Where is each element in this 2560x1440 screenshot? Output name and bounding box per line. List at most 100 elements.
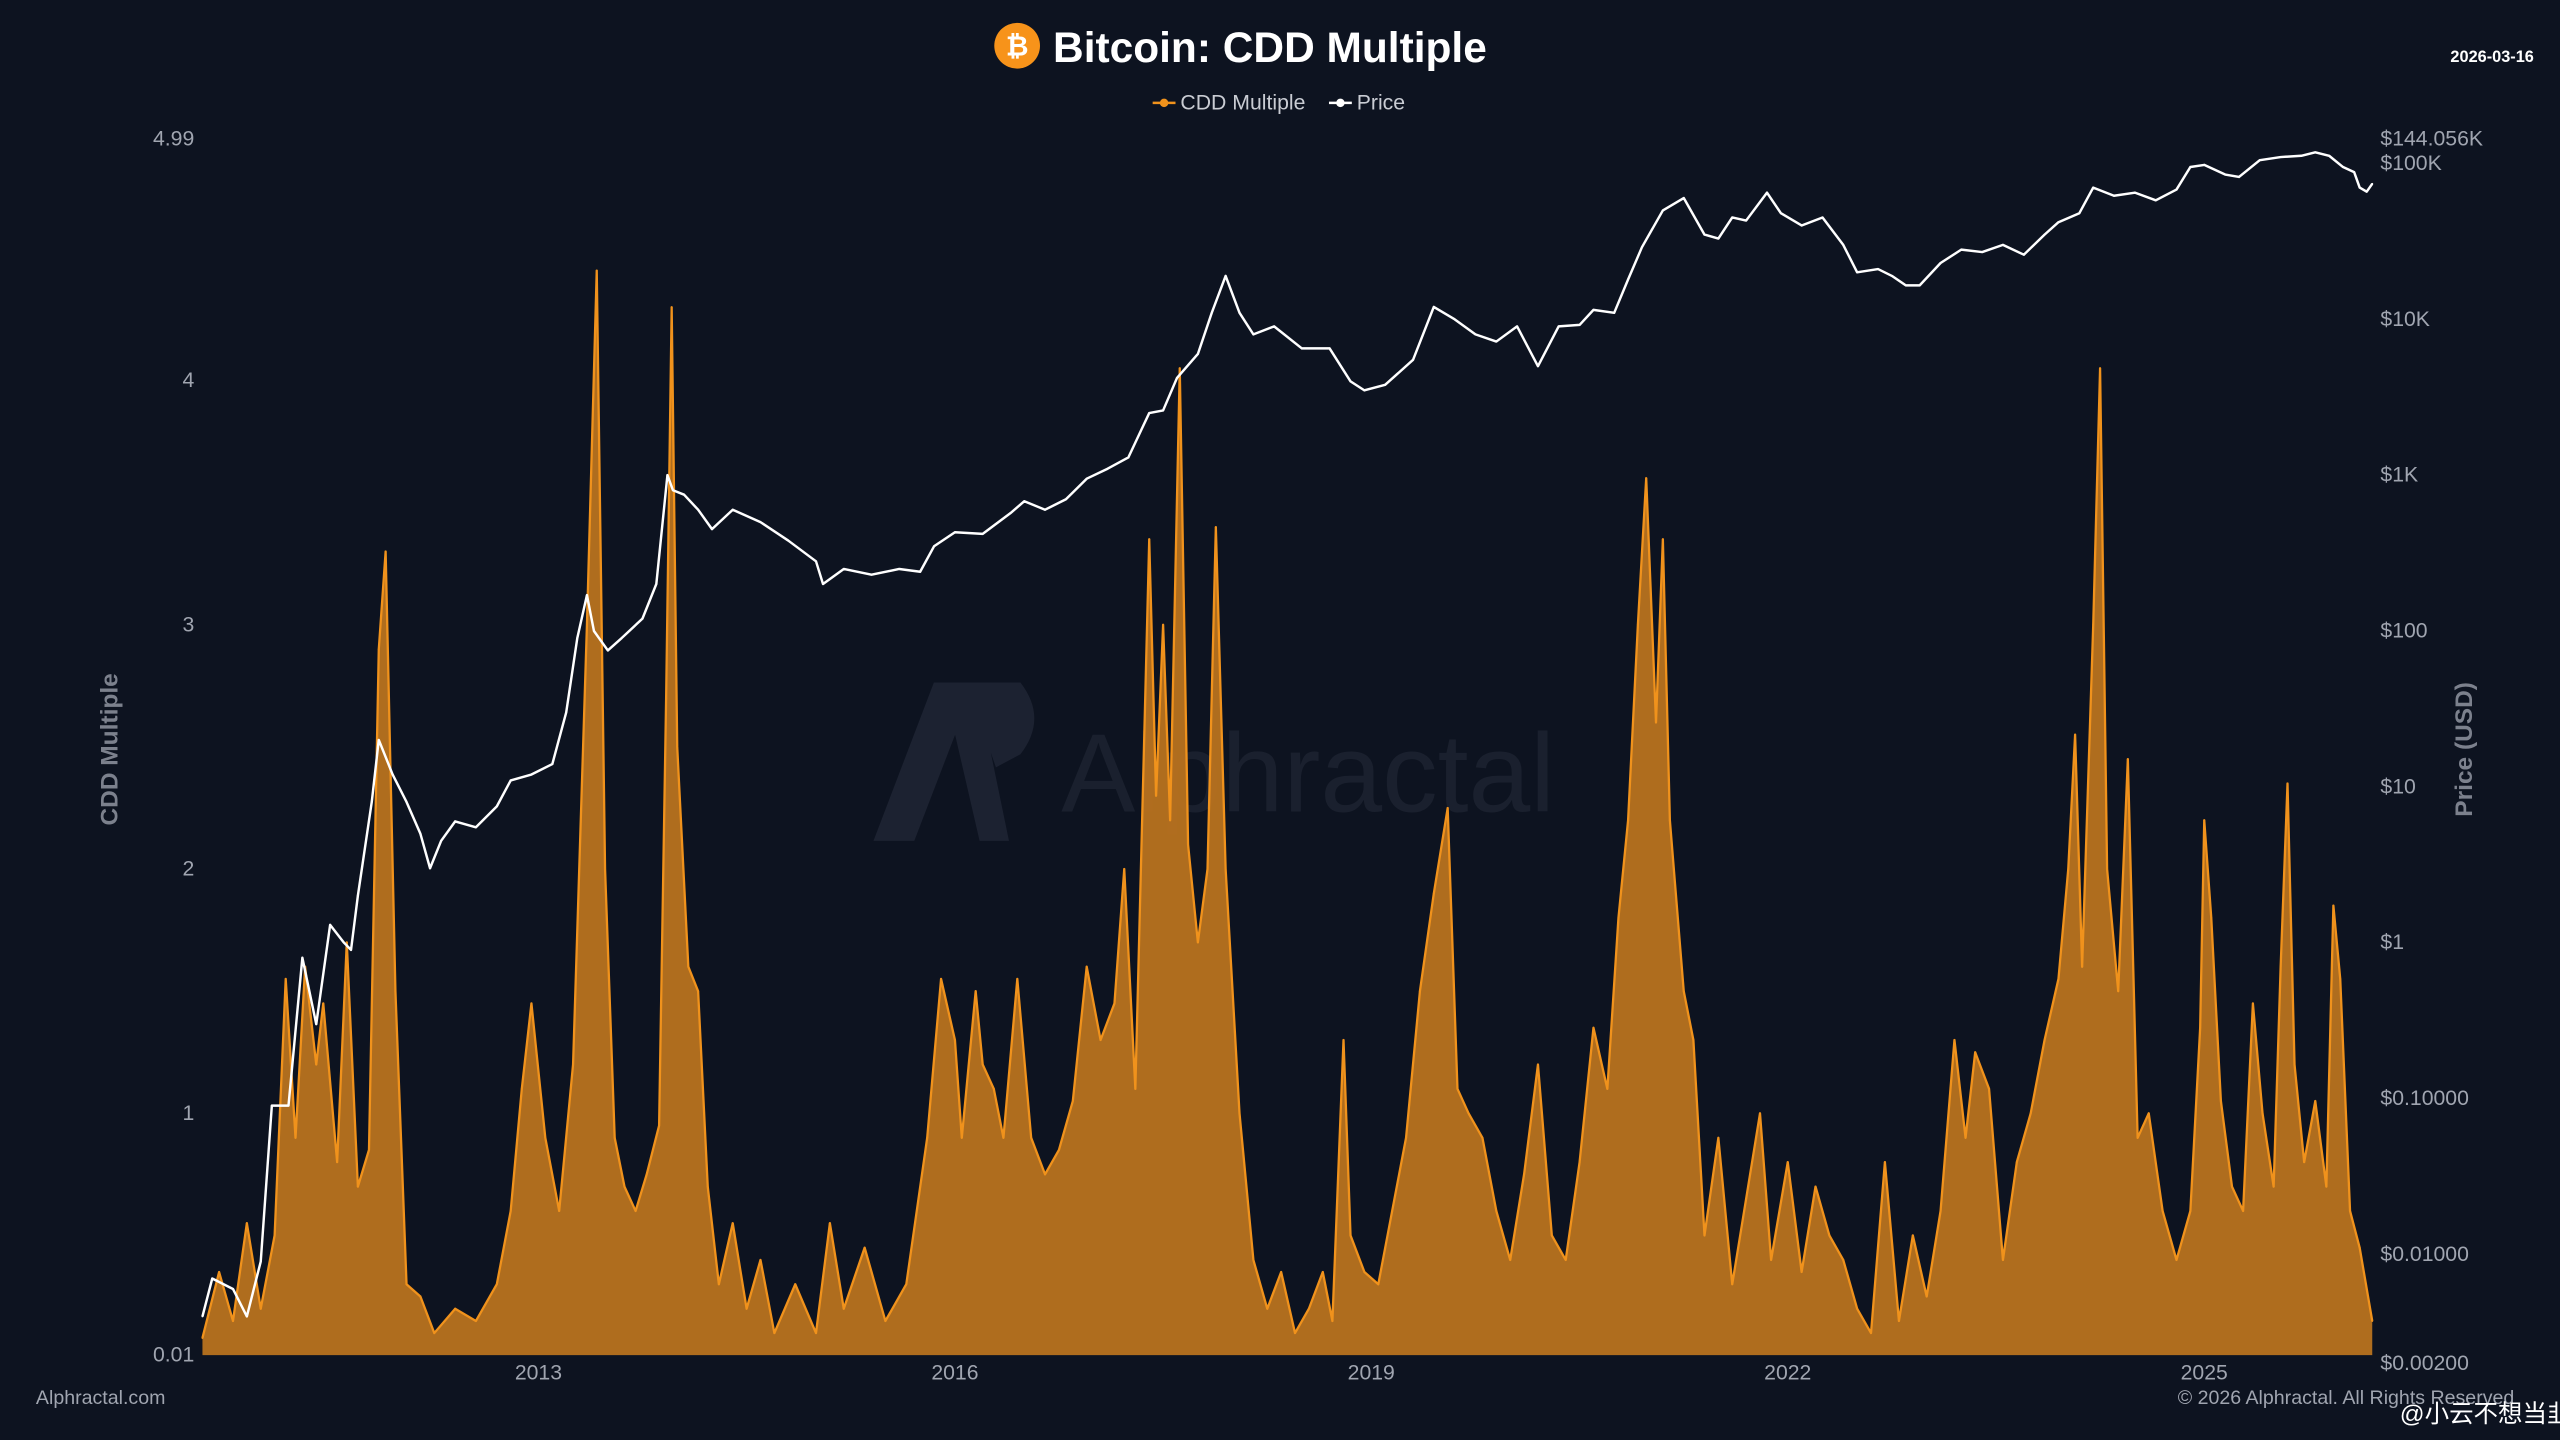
price-point-125 [2358,186,2361,189]
cdd-point-125 [1745,1197,1748,1200]
cdd-point-63 [1002,1136,1005,1139]
cdd-point-149 [2067,868,2070,871]
cdd-point-115 [1636,623,1639,626]
legend-item-price[interactable]: Price [1328,91,1405,114]
price-point-70 [1363,389,1366,392]
price-point-112 [2154,199,2157,202]
cdd-point-147 [2043,1039,2046,1041]
cdd-point-103 [1481,1136,1484,1139]
price-line [201,151,2374,1318]
cdd-point-1 [218,1271,221,1273]
cdd-point-15 [377,648,380,651]
y-left-axis-title: CDD Multiple [97,673,124,825]
price-point-15 [391,773,394,776]
legend-cdd-label: CDD Multiple [1180,91,1305,114]
legend-price-label: Price [1357,91,1405,114]
cdd-point-123 [1717,1136,1720,1139]
cdd-point-71 [1113,1002,1116,1005]
cdd-point-118 [1661,538,1664,541]
cdd-point-78 [1178,367,1181,370]
price-point-83 [1627,278,1630,281]
price-point-94 [1821,216,1824,219]
cdd-point-44 [717,1283,720,1286]
y-right-tick-label: $10 [2380,775,2415,798]
cdd-point-173 [2293,1063,2296,1066]
price-point-24 [530,773,533,776]
price-point-4 [259,1260,262,1263]
price-point-113 [2175,188,2178,191]
bitcoin-icon [994,22,1040,69]
cdd-point-138 [1925,1295,1928,1298]
cdd-point-116 [1645,477,1648,480]
cdd-point-76 [1162,623,1165,626]
price-point-26 [565,711,568,714]
legend[interactable]: CDD Multiple Price [1152,91,1405,114]
cdd-point-60 [974,990,977,993]
cdd-point-58 [953,1039,956,1041]
cdd-point-34 [623,1185,626,1188]
price-point-41 [787,539,790,542]
cdd-point-13 [356,1185,359,1188]
y-right-tick-label: $1 [2380,931,2404,954]
y-right-tick-label: $0.00200 [2380,1352,2469,1375]
cdd-point-160 [2175,1258,2178,1261]
cdd-point-145 [2015,1161,2018,1164]
price-point-56 [1106,467,1109,470]
price-point-118 [2258,159,2261,162]
cdd-point-152 [2092,623,2095,626]
chart-date: 2026-03-16 [2450,48,2533,66]
price-point-67 [1300,347,1303,350]
price-point-65 [1252,333,1255,336]
cdd-point-153 [2099,367,2102,370]
cdd-point-14 [368,1148,370,1151]
cdd-point-3 [245,1222,248,1225]
price-point-110 [2112,194,2115,197]
chart-header: ₿ Bitcoin: CDD Multiple 2026-03-16 [994,22,2534,71]
cdd-point-150 [2074,733,2077,736]
cdd-point-134 [1870,1332,1872,1335]
cdd-point-19 [419,1295,422,1298]
price-point-75 [1474,333,1477,336]
cdd-point-97 [1405,1136,1408,1139]
cdd-point-170 [2272,1185,2275,1188]
price-point-76 [1495,340,1498,343]
price-point-17 [419,832,422,835]
price-point-1 [211,1277,214,1280]
y-right-tick-label: $0.10000 [2380,1087,2469,1110]
x-tick-label: 2013 [515,1362,562,1385]
cdd-point-22 [474,1320,477,1322]
price-point-57 [1127,456,1130,459]
price-point-22 [495,805,498,808]
price-point-126 [2365,190,2368,193]
footer-site-link[interactable]: Alphractal.com [36,1387,165,1409]
price-point-89 [1731,216,1734,219]
price-point-36 [683,493,686,496]
cdd-point-17 [394,990,397,993]
cdd-point-144 [2001,1258,2004,1261]
price-point-66 [1273,325,1276,328]
price-point-16 [405,800,408,803]
cdd-point-70 [1099,1039,1102,1041]
price-point-79 [1557,325,1560,328]
y-left-tick-label: 2 [182,858,194,881]
cdd-point-133 [1856,1307,1859,1310]
price-point-42 [815,560,817,563]
cdd-point-106 [1523,1173,1526,1176]
price-point-29 [592,630,595,632]
cdd-point-31 [595,269,598,272]
y-right-axis-title: Price (USD) [2451,682,2478,817]
legend-item-cdd[interactable]: CDD Multiple [1152,91,1306,114]
cdd-point-155 [2117,990,2120,993]
cdd-point-26 [530,1002,533,1005]
price-point-38 [711,528,713,531]
cdd-point-40 [676,745,679,748]
cdd-point-12 [345,941,348,944]
cdd-point-62 [992,1087,995,1090]
cdd-point-52 [842,1307,845,1310]
cdd-point-10 [322,1002,325,1005]
footer-copyright: © 2026 Alphractal. All Rights Reserved [2178,1387,2515,1409]
bitcoin-symbol: ₿ [1006,31,1029,62]
cdd-point-53 [863,1246,866,1249]
cdd-point-18 [405,1283,408,1286]
cdd-point-16 [384,550,387,553]
